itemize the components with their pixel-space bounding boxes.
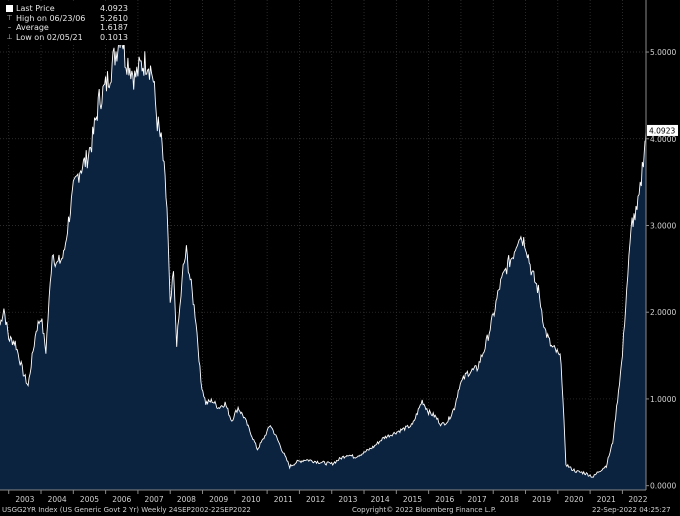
x-tick-label: 2017 — [468, 495, 487, 504]
x-tick-label: 2015 — [403, 495, 422, 504]
legend-low-label: Low on 02/05/21 — [16, 32, 83, 42]
y-tick-label: 0.0000 — [650, 482, 676, 491]
x-tick-label: 2019 — [532, 495, 551, 504]
legend-average: – Average 1.6187 — [6, 23, 128, 33]
legend-last-price: Last Price 4.0923 — [6, 4, 128, 14]
y-tick-label: 4.0000 — [650, 135, 676, 144]
x-tick-label: 2016 — [435, 495, 454, 504]
x-tick-label: 2008 — [177, 495, 196, 504]
footer-timestamp: 22-Sep-2022 04:25:27 — [592, 506, 671, 514]
x-tick-label: 2013 — [338, 495, 357, 504]
y-tick-label: 2.0000 — [650, 308, 676, 317]
x-tick-label: 2022 — [628, 495, 647, 504]
high-marker-icon: ⊤ — [6, 13, 13, 22]
last-price-badge — [647, 124, 678, 136]
footer-copyright: Copyright© 2022 Bloomberg Finance L.P. — [352, 506, 497, 514]
x-tick-label: 2010 — [241, 495, 260, 504]
x-tick-label: 2011 — [274, 495, 293, 504]
low-marker-icon: ⊥ — [6, 32, 13, 41]
y-axis: 0.0000 1.0000 2.0000 3.0000 4.0000 5.0000 — [645, 0, 676, 491]
x-tick-label: 2005 — [80, 495, 99, 504]
x-tick-label: 2006 — [112, 495, 131, 504]
legend-high-label: High on 06/23/06 — [16, 13, 86, 23]
last-price-label: 4.0923 — [649, 126, 675, 135]
data-area — [0, 34, 647, 490]
x-tick-label: 2009 — [209, 495, 228, 504]
legend-last-price-value: 4.0923 — [100, 4, 128, 13]
legend-swatch — [6, 5, 13, 13]
y-tick-label: 1.0000 — [650, 395, 676, 404]
y-tick-label: 5.0000 — [650, 48, 676, 57]
footer: USGG2YR Index (US Generic Govt 2 Yr) Wee… — [0, 505, 680, 516]
legend-last-price-label: Last Price — [16, 4, 55, 13]
x-tick-label: 2004 — [48, 495, 67, 504]
x-tick-label: 2020 — [564, 495, 583, 504]
last-price-marker: 4.0923 — [647, 124, 678, 136]
legend-average-label: Average — [16, 23, 49, 32]
series-area-fill — [0, 34, 646, 490]
x-tick-label: 2021 — [597, 495, 616, 504]
average-marker-icon: – — [7, 23, 12, 31]
x-axis: 2003 2004 2005 2006 2007 2008 2009 2010 2011 2012… — [0, 489, 648, 504]
legend-high-value: 5.2610 — [100, 13, 128, 23]
legend-average-value: 1.6187 — [100, 23, 128, 32]
legend-low-value: 0.1013 — [100, 32, 128, 42]
x-tick-label: 2014 — [371, 495, 390, 504]
y-tick-label: 3.0000 — [650, 221, 676, 230]
legend-high: ⊤ High on 06/23/06 5.2610 — [6, 14, 128, 24]
series-line — [0, 34, 647, 478]
x-tick-label: 2012 — [306, 495, 325, 504]
x-tick-label: 2007 — [145, 495, 164, 504]
x-tick-label: 2003 — [15, 495, 34, 504]
legend: Last Price 4.0923 ⊤ High on 06/23/06 5.26… — [2, 2, 132, 45]
x-tick-label: 2018 — [500, 495, 519, 504]
legend-low: ⊥ Low on 02/05/21 0.1013 — [6, 33, 128, 43]
footer-index-info: USGG2YR Index (US Generic Govt 2 Yr) Wee… — [2, 506, 251, 514]
